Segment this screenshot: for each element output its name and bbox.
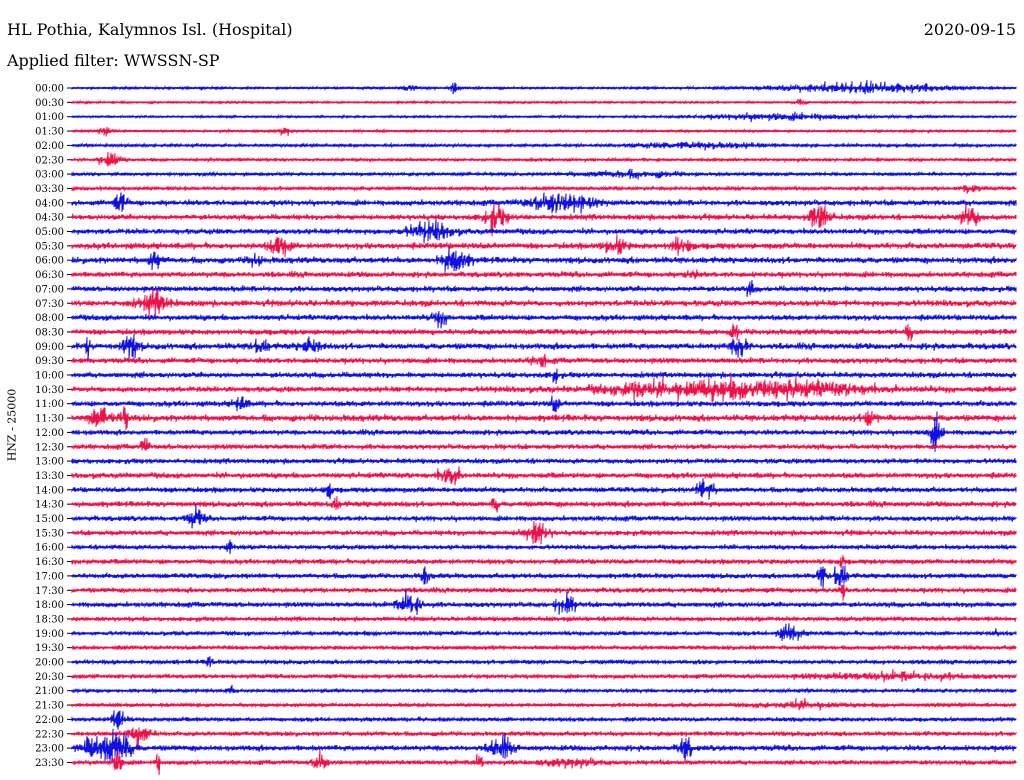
trace-row <box>71 504 1017 529</box>
time-label: 17:00 <box>35 571 64 582</box>
trace-row <box>71 217 1017 244</box>
time-label: 05:00 <box>35 227 64 238</box>
time-label: 15:00 <box>35 514 64 525</box>
time-label: 23:30 <box>35 758 64 769</box>
trace-row <box>71 565 1017 590</box>
time-label: 23:00 <box>35 744 64 755</box>
time-label: 22:00 <box>35 715 64 726</box>
time-label: 03:30 <box>35 184 64 195</box>
time-label: 09:00 <box>35 342 64 353</box>
trace-row <box>71 582 1017 601</box>
filter-label: Applied filter: WWSSN-SP <box>7 51 220 70</box>
time-label: 06:00 <box>35 256 64 267</box>
time-label: 04:00 <box>35 198 64 209</box>
time-label: 14:00 <box>35 485 64 496</box>
time-label: 05:30 <box>35 241 64 252</box>
time-label: 01:30 <box>35 127 64 138</box>
time-label: 12:30 <box>35 442 64 453</box>
time-label: 01:00 <box>35 112 64 123</box>
time-label: 06:30 <box>35 270 64 281</box>
time-label: 02:30 <box>35 155 64 166</box>
trace-row <box>71 623 1017 642</box>
time-label: 19:30 <box>35 643 64 654</box>
time-label: 11:30 <box>35 414 64 425</box>
time-label: 08:00 <box>35 313 64 324</box>
time-label: 14:30 <box>35 500 64 511</box>
time-label: 04:30 <box>35 213 64 224</box>
time-label: 10:00 <box>35 371 64 382</box>
time-label: 21:30 <box>35 701 64 712</box>
time-label: 17:30 <box>35 586 64 597</box>
time-label: 00:30 <box>35 98 64 109</box>
trace-row <box>71 373 1017 403</box>
time-label: 03:00 <box>35 170 64 181</box>
time-label: 00:00 <box>35 84 64 95</box>
time-label: 07:30 <box>35 299 64 310</box>
time-label: 18:30 <box>35 614 64 625</box>
trace-row <box>71 438 1017 451</box>
time-label: 16:30 <box>35 557 64 568</box>
trace-row <box>71 406 1017 431</box>
record-date: 2020-09-15 <box>923 20 1016 39</box>
trace-row <box>71 311 1017 329</box>
time-label: 11:00 <box>35 399 64 410</box>
time-label: 10:30 <box>35 385 64 396</box>
time-label: 13:00 <box>35 457 64 468</box>
trace-row <box>71 684 1017 695</box>
time-label: 21:00 <box>35 686 64 697</box>
time-label: 15:30 <box>35 528 64 539</box>
trace-row <box>71 368 1017 385</box>
time-label: 12:00 <box>35 428 64 439</box>
station-title: HL Pothia, Kalymnos Isl. (Hospital) <box>7 20 293 39</box>
time-label: 19:00 <box>35 629 64 640</box>
time-label: 09:30 <box>35 356 64 367</box>
time-label: 22:30 <box>35 729 64 740</box>
time-label: 16:00 <box>35 543 64 554</box>
time-label: 07:00 <box>35 284 64 295</box>
trace-row <box>71 79 1017 95</box>
time-label: 18:00 <box>35 600 64 611</box>
time-label: 13:30 <box>35 471 64 482</box>
time-label: 20:30 <box>35 672 64 683</box>
time-label: 02:00 <box>35 141 64 152</box>
time-label: 08:30 <box>35 327 64 338</box>
time-label: 20:00 <box>35 658 64 669</box>
